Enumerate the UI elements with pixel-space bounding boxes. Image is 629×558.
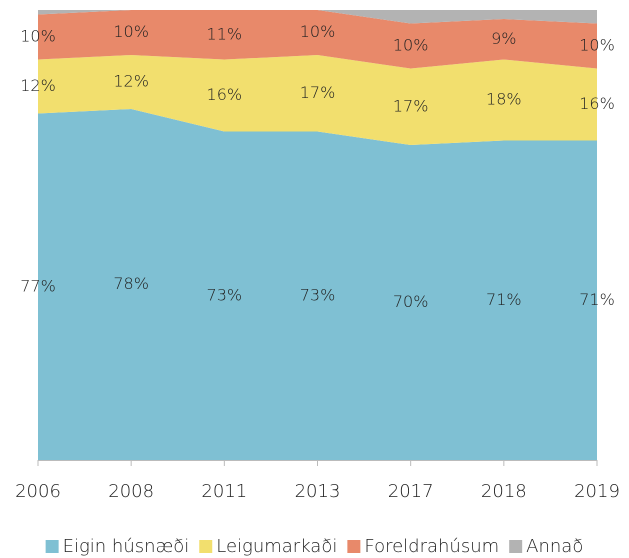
value-label: 10% bbox=[579, 36, 615, 55]
legend-label: Leigumarkaði bbox=[216, 536, 337, 557]
value-label: 77% bbox=[20, 276, 56, 295]
value-label: 71% bbox=[579, 290, 615, 309]
x-tick-label: 2019 bbox=[574, 481, 620, 502]
value-label: 10% bbox=[300, 22, 336, 41]
value-label: 16% bbox=[207, 85, 243, 104]
value-label: 10% bbox=[393, 36, 429, 55]
value-label: 16% bbox=[579, 94, 615, 113]
x-tick-label: 2011 bbox=[201, 481, 247, 502]
area bbox=[38, 55, 597, 145]
x-tick-label: 2017 bbox=[388, 481, 434, 502]
value-label: 70% bbox=[393, 292, 429, 311]
area bbox=[38, 10, 597, 24]
legend-swatch bbox=[45, 540, 59, 553]
x-tick-label: 2018 bbox=[481, 481, 527, 502]
value-label: 12% bbox=[20, 76, 56, 95]
x-tick-label: 2013 bbox=[295, 481, 341, 502]
value-label: 17% bbox=[300, 83, 336, 102]
value-label: 9% bbox=[491, 29, 516, 48]
x-tick-label: 2008 bbox=[108, 481, 154, 502]
area bbox=[38, 10, 597, 69]
x-tick-label: 2006 bbox=[15, 481, 61, 502]
legend-swatch bbox=[347, 540, 361, 553]
legend-swatch bbox=[199, 540, 213, 553]
legend-label: Eigin húsnæði bbox=[63, 536, 190, 557]
legend-label: Annað bbox=[526, 536, 583, 557]
value-label: 73% bbox=[300, 285, 336, 304]
value-label: 73% bbox=[207, 285, 243, 304]
value-label: 10% bbox=[20, 27, 56, 46]
value-label: 78% bbox=[113, 274, 149, 293]
value-label: 71% bbox=[486, 290, 522, 309]
value-label: 12% bbox=[113, 72, 149, 91]
legend-swatch bbox=[509, 540, 523, 553]
area bbox=[38, 109, 597, 460]
value-label: 17% bbox=[393, 96, 429, 115]
value-label: 18% bbox=[486, 90, 522, 109]
value-label: 10% bbox=[113, 22, 149, 41]
legend-label: Foreldrahúsum bbox=[364, 536, 499, 557]
value-label: 11% bbox=[207, 24, 243, 43]
